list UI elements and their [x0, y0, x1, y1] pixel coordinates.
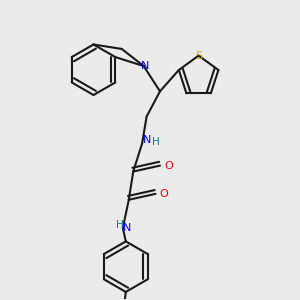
Text: O: O: [164, 160, 173, 171]
Text: S: S: [195, 51, 202, 61]
Text: N: N: [123, 223, 131, 233]
Text: H: H: [152, 137, 159, 147]
Text: O: O: [160, 189, 168, 199]
Text: N: N: [141, 61, 149, 71]
Text: N: N: [143, 135, 152, 145]
Text: H: H: [116, 220, 124, 230]
